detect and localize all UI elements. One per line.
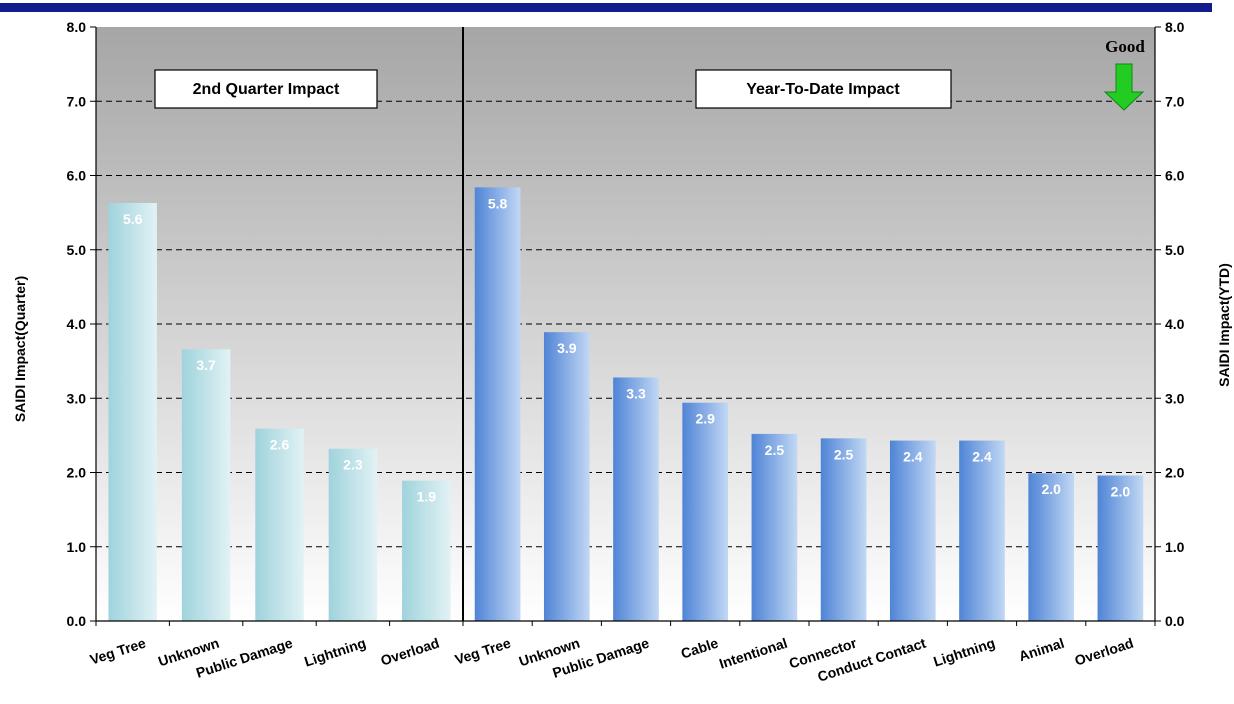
left-tick-label: 6.0: [67, 168, 87, 184]
ytd-title-box: [695, 69, 952, 109]
ytd-bar: [682, 402, 729, 621]
ytd-bar: [1028, 473, 1075, 621]
ytd-data-label: 2.0: [1111, 483, 1131, 499]
ytd-data-label: 3.3: [626, 385, 646, 401]
quarter-data-label: 1.9: [417, 489, 437, 505]
ytd-category-label: Veg Tree: [453, 635, 513, 668]
ytd-category-label: Intentional: [717, 635, 789, 672]
quarter-bar: [328, 448, 378, 621]
ytd-data-label: 2.9: [695, 411, 715, 427]
quarter-title-box: [154, 69, 378, 109]
right-tick-label: 1.0: [1165, 539, 1185, 555]
ytd-data-label: 2.0: [1041, 481, 1061, 497]
quarter-panel-title: 2nd Quarter Impact: [193, 81, 340, 98]
right-tick-label: 7.0: [1165, 93, 1185, 109]
ytd-bar: [474, 187, 521, 621]
left-tick-label: 0.0: [67, 613, 87, 629]
quarter-bar: [255, 428, 304, 621]
ytd-panel-title: Year-To-Date Impact: [746, 81, 900, 98]
ytd-bar: [820, 438, 867, 621]
left-axis-title: SAIDI Impact(Quarter): [12, 276, 28, 422]
quarter-bar: [181, 349, 231, 621]
ytd-data-label: 2.5: [765, 442, 785, 458]
ytd-category-label: Lightning: [931, 635, 997, 670]
left-tick-label: 3.0: [67, 390, 87, 406]
left-tick-label: 5.0: [67, 242, 87, 258]
left-tick-label: 1.0: [67, 539, 87, 555]
left-tick-label: 7.0: [67, 93, 87, 109]
ytd-bar: [889, 440, 936, 621]
ytd-category-label: Animal: [1017, 635, 1066, 665]
right-tick-label: 4.0: [1165, 316, 1185, 332]
ytd-category-label: Overload: [1073, 635, 1136, 669]
right-tick-label: 3.0: [1165, 390, 1185, 406]
quarter-bar: [108, 202, 157, 621]
right-tick-label: 6.0: [1165, 168, 1185, 184]
ytd-data-label: 5.8: [488, 195, 508, 211]
right-tick-label: 8.0: [1165, 19, 1185, 35]
left-tick-label: 4.0: [67, 316, 87, 332]
top-rule: [0, 3, 1212, 12]
ytd-data-label: 2.4: [972, 449, 992, 465]
right-tick-label: 5.0: [1165, 242, 1185, 258]
ytd-data-label: 2.4: [903, 449, 923, 465]
ytd-bar: [613, 377, 659, 621]
good-annotation: Good: [1105, 37, 1145, 56]
left-tick-label: 2.0: [67, 465, 87, 481]
right-axis-title: SAIDI Impact(YTD): [1216, 263, 1232, 387]
quarter-category-label: Veg Tree: [88, 635, 148, 668]
quarter-data-label: 2.3: [343, 457, 363, 473]
quarter-data-label: 2.6: [270, 437, 290, 453]
ytd-bar: [751, 433, 798, 621]
ytd-data-label: 2.5: [834, 446, 854, 462]
ytd-data-label: 3.9: [557, 340, 577, 356]
quarter-data-label: 3.7: [196, 357, 216, 373]
left-tick-label: 8.0: [67, 19, 87, 35]
quarter-category-label: Overload: [379, 635, 442, 669]
quarter-bar: [402, 480, 451, 621]
ytd-bar: [1097, 475, 1144, 621]
ytd-category-label: Cable: [679, 635, 720, 662]
quarter-category-label: Lightning: [302, 635, 368, 670]
quarter-data-label: 5.6: [123, 211, 143, 227]
ytd-bar: [543, 332, 590, 621]
good-down-arrow-icon: [1103, 63, 1145, 111]
ytd-bar: [959, 440, 1005, 621]
right-tick-label: 0.0: [1165, 613, 1185, 629]
right-tick-label: 2.0: [1165, 465, 1185, 481]
